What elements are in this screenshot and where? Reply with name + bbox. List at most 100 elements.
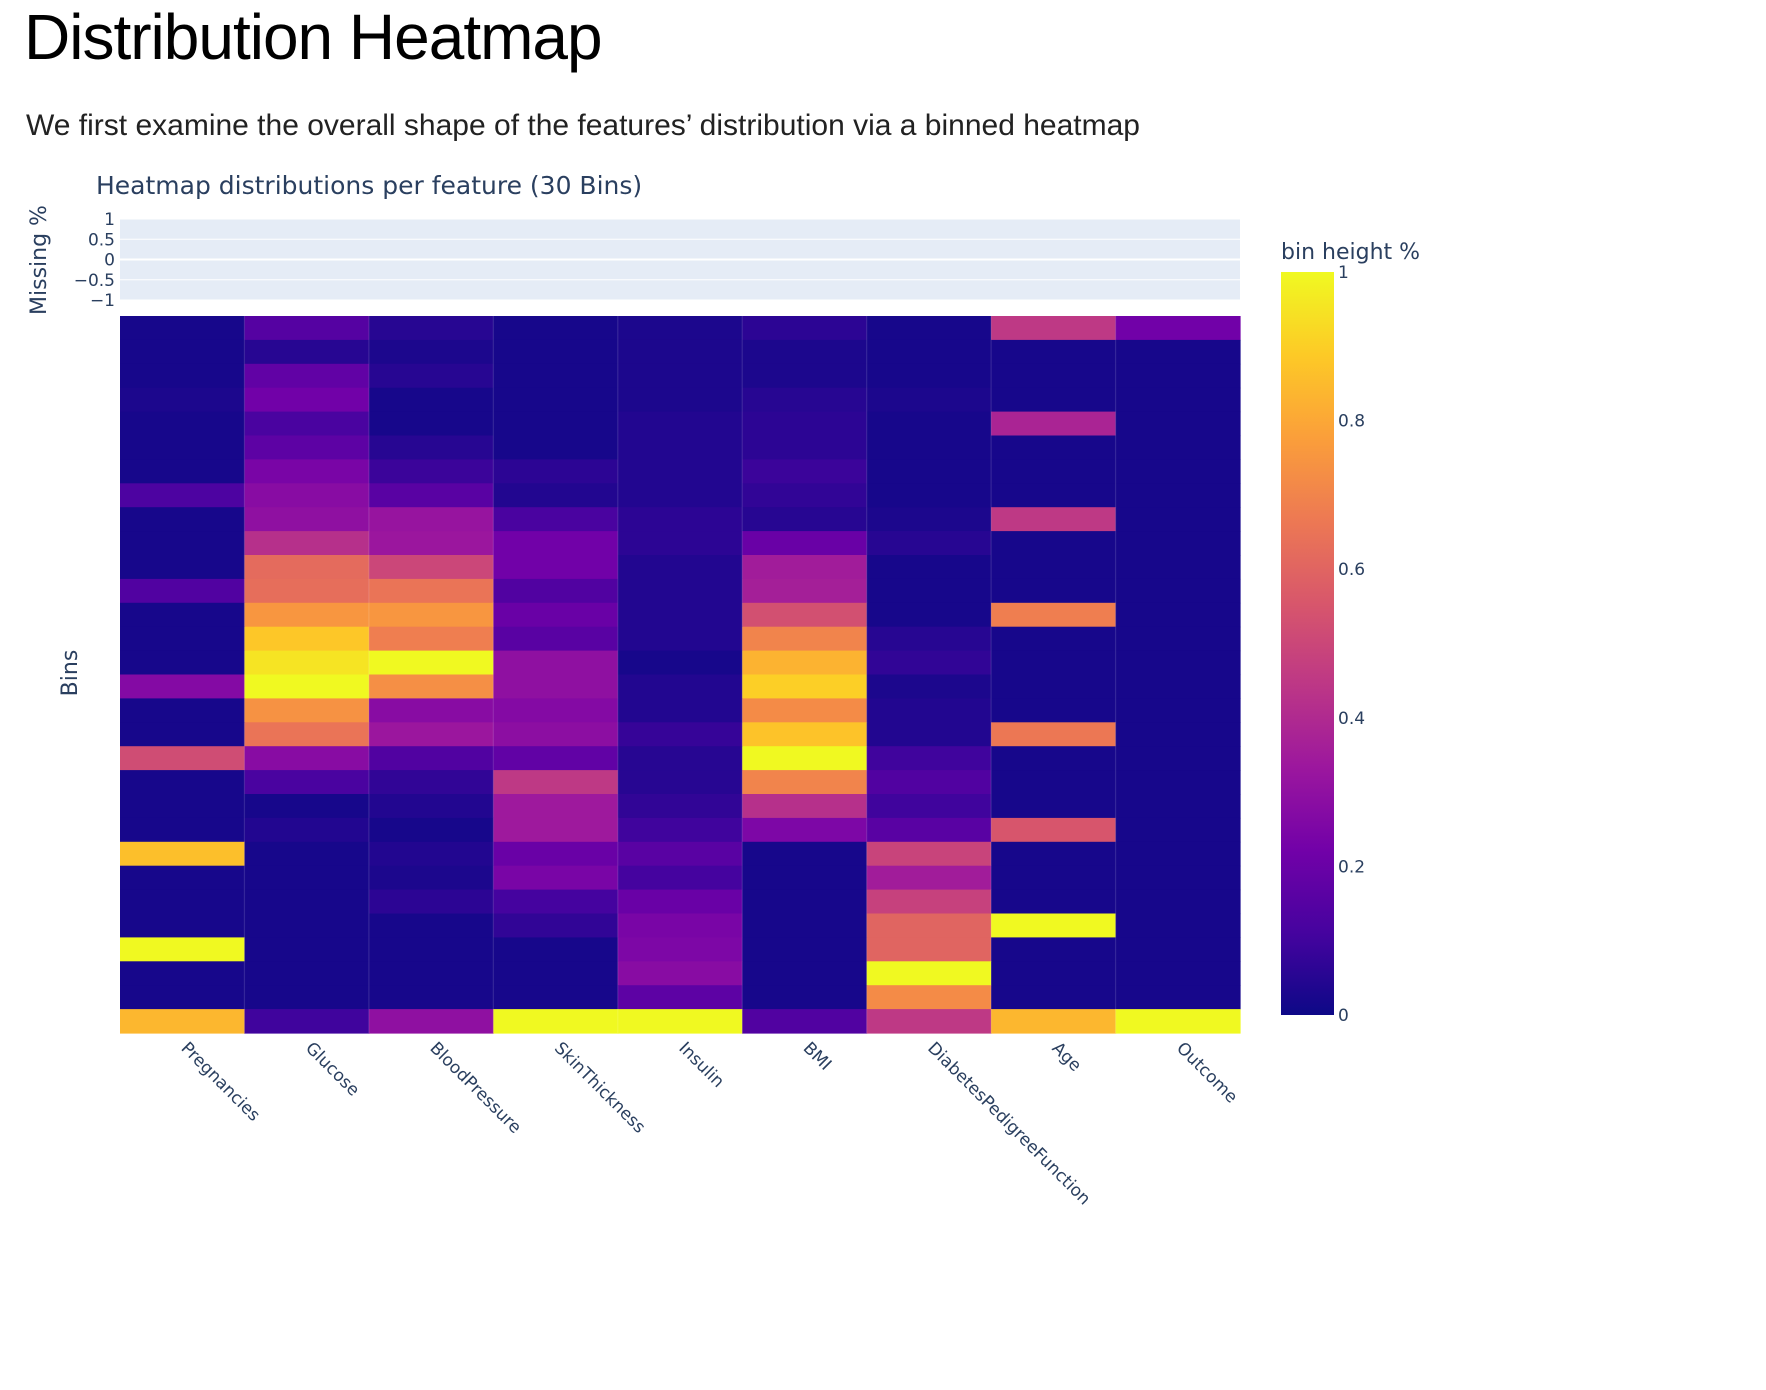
heatmap-cell bbox=[991, 339, 1117, 365]
heatmap-cell bbox=[244, 889, 370, 915]
heatmap-cell bbox=[493, 985, 619, 1010]
heatmap-cell bbox=[742, 722, 868, 747]
heatmap-cell bbox=[742, 985, 868, 1010]
heatmap-cell bbox=[368, 339, 494, 365]
heatmap-ylabel: Bins bbox=[58, 650, 83, 697]
heatmap-cell bbox=[244, 363, 370, 389]
heatmap-cell bbox=[991, 483, 1117, 508]
x-tick-label: SkinThickness bbox=[550, 1038, 649, 1137]
heatmap-cell bbox=[1115, 339, 1241, 365]
x-axis-tick-labels: Pregnancies Glucose BloodPressure SkinThick… bbox=[177, 1038, 1242, 1209]
heatmap-cell bbox=[617, 531, 743, 556]
heatmap-cell bbox=[368, 555, 494, 580]
heatmap-cell bbox=[617, 459, 743, 484]
heatmap-cell bbox=[617, 746, 743, 771]
heatmap-cell bbox=[1115, 578, 1241, 604]
heatmap-cell bbox=[1115, 985, 1241, 1010]
heatmap-cell bbox=[120, 602, 246, 628]
heatmap-cell bbox=[991, 770, 1117, 795]
heatmap-cell bbox=[742, 578, 868, 604]
heatmap-cell bbox=[991, 674, 1117, 699]
heatmap-cell bbox=[244, 841, 370, 867]
heatmap-cell bbox=[742, 459, 868, 484]
heatmap-cell bbox=[742, 746, 868, 771]
heatmap-cell bbox=[368, 316, 494, 341]
heatmap-cell bbox=[244, 483, 370, 508]
heatmap-grid bbox=[120, 316, 1241, 1034]
heatmap-cell bbox=[244, 602, 370, 628]
heatmap-cell bbox=[244, 578, 370, 604]
heatmap-cell bbox=[617, 770, 743, 795]
heatmap-cell bbox=[991, 578, 1117, 604]
heatmap-cell bbox=[617, 578, 743, 604]
heatmap-cell bbox=[866, 722, 992, 747]
heatmap-cell bbox=[742, 435, 868, 460]
heatmap-cell bbox=[244, 985, 370, 1010]
heatmap-cell bbox=[368, 794, 494, 819]
heatmap-cell bbox=[120, 794, 246, 819]
heatmap-cell bbox=[991, 316, 1117, 341]
heatmap-cell bbox=[866, 435, 992, 460]
heatmap-cell bbox=[244, 531, 370, 556]
heatmap-cell bbox=[742, 817, 868, 843]
heatmap-cell bbox=[742, 626, 868, 652]
heatmap-cell bbox=[493, 339, 619, 365]
heatmap-cell bbox=[617, 411, 743, 437]
heatmap-cell bbox=[991, 746, 1117, 771]
heatmap-cell bbox=[244, 507, 370, 532]
heatmap-cell bbox=[368, 841, 494, 867]
heatmap-cell bbox=[493, 817, 619, 843]
heatmap-cell bbox=[742, 363, 868, 389]
heatmap-cell bbox=[493, 363, 619, 389]
heatmap-cell bbox=[1115, 770, 1241, 795]
heatmap-cell bbox=[991, 817, 1117, 843]
missing-ytick-label: −0.5 bbox=[74, 271, 115, 291]
heatmap-cell bbox=[991, 459, 1117, 484]
x-tick-label: Glucose bbox=[301, 1038, 363, 1100]
heatmap-cell bbox=[866, 841, 992, 867]
heatmap-cell bbox=[866, 698, 992, 723]
heatmap-cell bbox=[866, 626, 992, 652]
page-subtitle: We first examine the overall shape of th… bbox=[26, 109, 1140, 142]
heatmap-cell bbox=[368, 531, 494, 556]
heatmap-cell bbox=[742, 483, 868, 508]
missing-panel-gridlines bbox=[120, 218, 1240, 301]
heatmap-cell bbox=[493, 961, 619, 986]
heatmap-cell bbox=[617, 1009, 743, 1034]
heatmap-cell bbox=[866, 674, 992, 699]
heatmap-cell bbox=[368, 674, 494, 699]
heatmap-cell bbox=[866, 794, 992, 819]
heatmap-cell bbox=[617, 555, 743, 580]
heatmap-cell bbox=[244, 698, 370, 723]
heatmap-cell bbox=[244, 722, 370, 747]
heatmap-cell bbox=[368, 602, 494, 628]
heatmap-cell bbox=[742, 411, 868, 437]
heatmap-cell bbox=[1115, 674, 1241, 699]
heatmap-cell bbox=[617, 889, 743, 915]
heatmap-cell bbox=[991, 1009, 1117, 1034]
heatmap-cell bbox=[120, 770, 246, 795]
heatmap-cell bbox=[1115, 555, 1241, 580]
heatmap-cell bbox=[991, 626, 1117, 652]
heatmap-cell bbox=[866, 339, 992, 365]
heatmap-cell bbox=[866, 937, 992, 962]
heatmap-cell bbox=[1115, 865, 1241, 891]
heatmap-cell bbox=[120, 650, 246, 676]
heatmap-cell bbox=[742, 1009, 868, 1034]
heatmap-cell bbox=[742, 507, 868, 532]
heatmap-cell bbox=[120, 531, 246, 556]
heatmap-cell bbox=[866, 961, 992, 986]
heatmap-cell bbox=[368, 507, 494, 532]
heatmap-cell bbox=[991, 913, 1117, 938]
heatmap-cell bbox=[617, 650, 743, 676]
heatmap-cell bbox=[617, 722, 743, 747]
heatmap-cell bbox=[244, 817, 370, 843]
heatmap-cell bbox=[1115, 435, 1241, 460]
heatmap-cell bbox=[866, 746, 992, 771]
heatmap-cell bbox=[1115, 794, 1241, 819]
heatmap-cell bbox=[493, 650, 619, 676]
colorbar-tick-label: 0.8 bbox=[1338, 412, 1365, 432]
heatmap-cell bbox=[1115, 841, 1241, 867]
heatmap-cell bbox=[368, 411, 494, 437]
heatmap-cell bbox=[120, 316, 246, 341]
